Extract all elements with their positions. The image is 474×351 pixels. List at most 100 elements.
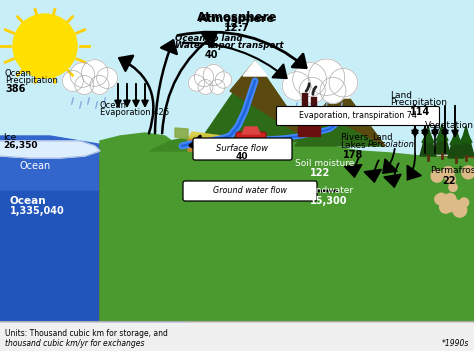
Text: 386: 386 [5,84,26,94]
Polygon shape [434,124,450,154]
Text: 12.7: 12.7 [224,23,250,33]
Text: Surface flow: Surface flow [216,144,268,153]
Text: Precipitation: Precipitation [390,98,447,107]
Text: Lakes: Lakes [340,141,365,150]
Bar [311,97,316,111]
Circle shape [439,201,452,213]
Polygon shape [320,86,385,146]
Circle shape [90,75,109,94]
Text: Ocean to land: Ocean to land [175,34,243,43]
Text: Precipitation: Precipitation [5,76,58,85]
Text: Soil moisture: Soil moisture [295,159,355,168]
Circle shape [198,79,213,94]
Bar [0,321,474,351]
Circle shape [194,67,214,87]
Polygon shape [448,128,464,158]
Circle shape [444,193,456,205]
Circle shape [453,203,467,217]
Text: Evaporation, transpiration 74: Evaporation, transpiration 74 [299,111,417,120]
Circle shape [320,78,346,104]
Circle shape [460,198,469,207]
Text: Evaporation 426: Evaporation 426 [100,108,169,117]
Circle shape [462,166,474,179]
Polygon shape [242,127,260,134]
Polygon shape [100,133,474,321]
Text: Land: Land [390,91,412,100]
FancyBboxPatch shape [193,138,292,160]
Circle shape [293,62,327,96]
Text: Permafrost: Permafrost [430,166,474,175]
Text: 22: 22 [442,176,456,186]
Polygon shape [188,132,222,143]
Text: Atmosphere: Atmosphere [199,14,275,24]
Circle shape [329,68,358,97]
Circle shape [452,200,460,208]
Circle shape [210,79,225,94]
Circle shape [435,194,445,204]
Polygon shape [150,131,270,156]
Text: Units: Thousand cubic km for storage, and: Units: Thousand cubic km for storage, an… [5,329,170,338]
Circle shape [63,71,83,92]
Text: Rivers: Rivers [340,133,368,142]
Text: 40: 40 [236,152,248,161]
Polygon shape [0,141,100,158]
Circle shape [431,171,443,182]
Circle shape [82,60,108,86]
Text: Ocean: Ocean [100,101,127,110]
Polygon shape [175,128,188,139]
Polygon shape [230,61,310,141]
Text: Atmosphere: Atmosphere [197,11,277,24]
Text: Ground water flow: Ground water flow [213,186,287,195]
Text: Percolation: Percolation [368,140,415,149]
Polygon shape [460,131,472,143]
Circle shape [299,78,325,104]
Bar [302,93,307,111]
Text: 122: 122 [310,168,330,178]
Text: 15,300: 15,300 [310,196,347,206]
Text: 114: 114 [410,107,430,117]
Polygon shape [420,126,436,156]
Polygon shape [200,61,310,141]
FancyBboxPatch shape [276,106,439,126]
Text: Vegetation: Vegetation [425,121,474,130]
Circle shape [308,59,345,95]
Bar [0,191,185,321]
Polygon shape [243,61,267,76]
Text: Land: Land [372,133,392,142]
Circle shape [215,72,232,88]
Circle shape [452,200,460,209]
Text: 178: 178 [343,150,364,160]
FancyBboxPatch shape [236,132,266,146]
Circle shape [97,67,118,88]
Text: 1,335,040: 1,335,040 [10,206,65,216]
Circle shape [283,72,311,100]
Circle shape [436,193,447,204]
Circle shape [75,75,94,94]
Circle shape [431,170,441,179]
Text: *1990s: *1990s [442,338,469,347]
Text: Groundwater: Groundwater [295,186,354,195]
Polygon shape [458,126,474,156]
Circle shape [449,183,457,191]
Text: Water vapor transport: Water vapor transport [175,41,283,50]
Circle shape [447,175,456,184]
Circle shape [13,14,77,78]
Polygon shape [188,139,218,154]
Polygon shape [450,132,462,145]
Polygon shape [422,131,434,143]
Polygon shape [100,153,474,321]
Text: Ocean: Ocean [5,69,32,78]
Text: 12.7: 12.7 [223,19,251,29]
Polygon shape [0,136,185,321]
Polygon shape [436,128,448,140]
Text: thousand cubic km/yr for exchanges: thousand cubic km/yr for exchanges [5,338,145,347]
Text: 40: 40 [205,50,219,60]
Polygon shape [330,86,350,98]
Text: 26,350: 26,350 [3,141,37,150]
Circle shape [442,167,454,179]
Circle shape [203,65,224,86]
Text: Ocean: Ocean [10,196,46,206]
Text: Ocean: Ocean [20,161,51,171]
Circle shape [445,201,456,212]
Circle shape [70,62,95,87]
